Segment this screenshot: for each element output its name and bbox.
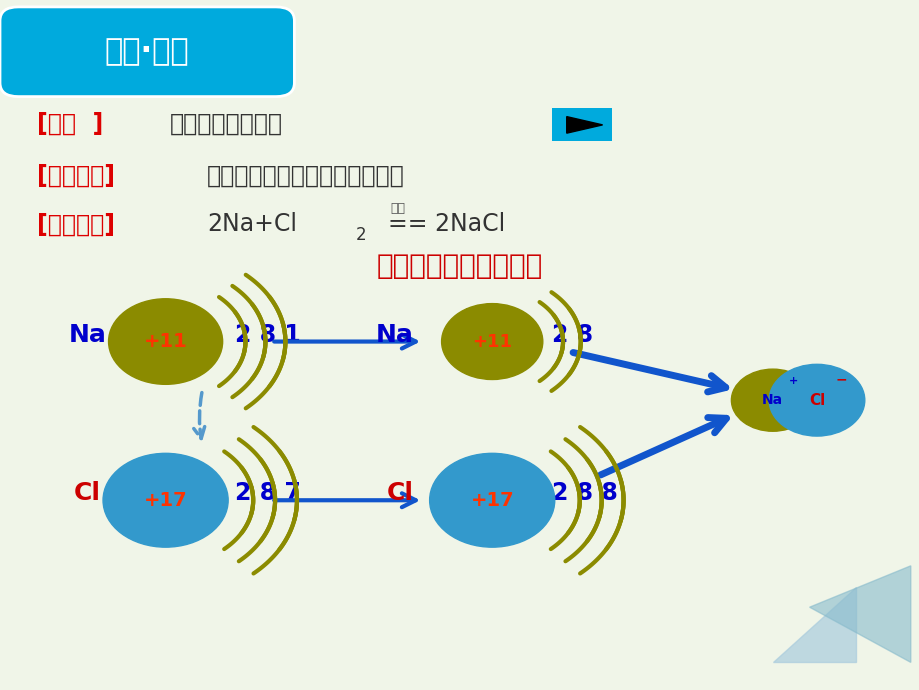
Circle shape (108, 299, 222, 384)
Circle shape (731, 369, 813, 431)
Text: Cl: Cl (808, 393, 824, 408)
Text: 2: 2 (356, 226, 367, 244)
Polygon shape (772, 586, 855, 662)
Circle shape (768, 364, 864, 436)
Text: Cl: Cl (74, 482, 101, 505)
Text: 2 8 8: 2 8 8 (551, 482, 618, 505)
Text: +11: +11 (471, 333, 512, 351)
Text: [实验结论]: [实验结论] (37, 213, 115, 236)
Polygon shape (566, 117, 602, 133)
Polygon shape (809, 566, 910, 662)
Text: −: − (835, 373, 846, 386)
Text: 剧烈燃烧、黄色火焰、产生白烟: 剧烈燃烧、黄色火焰、产生白烟 (207, 164, 404, 188)
Text: -: - (460, 464, 467, 482)
Text: +11: +11 (143, 332, 187, 351)
Text: 实验·探究: 实验·探究 (105, 37, 189, 66)
Text: Na: Na (762, 393, 782, 407)
Circle shape (441, 304, 542, 380)
Text: Na: Na (376, 323, 414, 346)
Text: 2 8: 2 8 (551, 323, 593, 346)
Text: 点燃: 点燃 (390, 202, 404, 215)
Text: 2 8 7: 2 8 7 (234, 482, 301, 505)
Text: [实验现象]: [实验现象] (37, 164, 115, 188)
Text: == 2NaCl: == 2NaCl (372, 213, 505, 236)
Text: Na: Na (68, 323, 107, 346)
FancyBboxPatch shape (551, 108, 611, 141)
Text: 2Na+Cl: 2Na+Cl (207, 213, 297, 236)
Text: +: + (460, 306, 472, 322)
FancyBboxPatch shape (0, 7, 294, 97)
Text: +: + (788, 376, 797, 386)
Text: [实验  ]: [实验 ] (37, 112, 103, 136)
Text: Cl: Cl (387, 482, 414, 505)
Circle shape (429, 453, 554, 547)
Text: 分析氯化钠的形成过程: 分析氯化钠的形成过程 (377, 252, 542, 279)
Text: +17: +17 (470, 491, 514, 510)
Text: +17: +17 (143, 491, 187, 510)
Text: 钠在氯气中的反应: 钠在氯气中的反应 (170, 112, 283, 136)
Circle shape (103, 453, 228, 547)
Text: 2 8 1: 2 8 1 (234, 323, 300, 346)
